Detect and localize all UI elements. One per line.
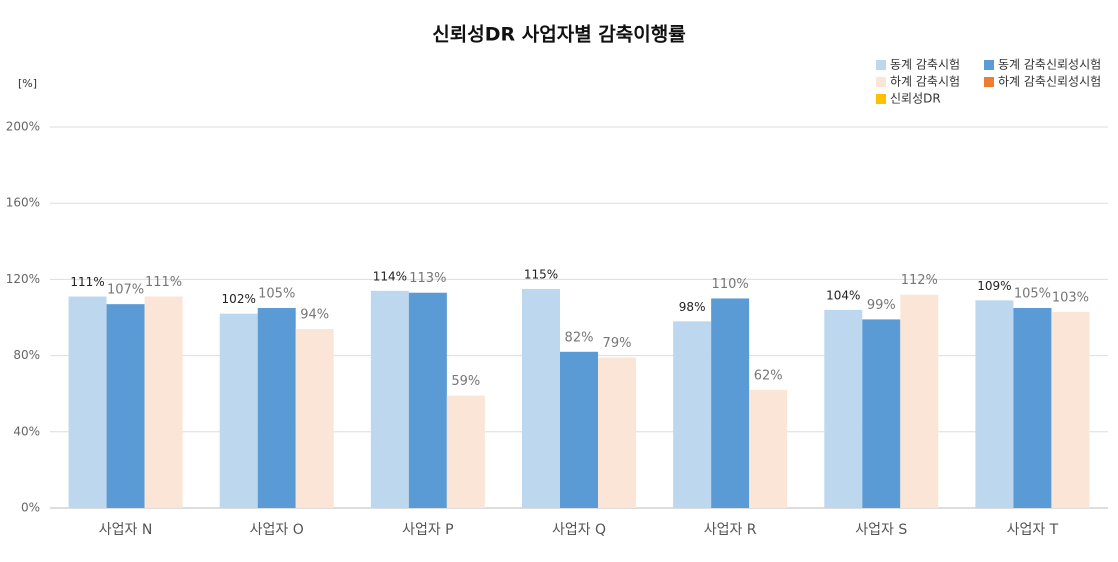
bar <box>975 300 1014 508</box>
legend-swatch <box>876 60 886 70</box>
y-tick-label: 120% <box>6 272 40 286</box>
data-label: 110% <box>712 277 749 292</box>
bar <box>824 309 863 508</box>
legend-swatch <box>984 60 994 70</box>
bar <box>106 304 145 508</box>
data-label: 79% <box>603 336 632 351</box>
legend-swatch <box>984 77 994 87</box>
data-label: 111% <box>70 275 104 289</box>
data-label: 59% <box>451 374 480 389</box>
data-label: 99% <box>867 298 896 313</box>
bar <box>219 313 258 508</box>
chart-title: 신뢰성DR 사업자별 감축이행률 <box>432 24 685 46</box>
x-tick-label: 사업자 R <box>704 522 757 538</box>
data-label: 104% <box>826 288 860 302</box>
x-tick-label: 사업자 T <box>1007 522 1059 538</box>
bar <box>711 298 750 508</box>
y-tick-label: 160% <box>6 196 40 210</box>
bar <box>68 296 107 508</box>
bar <box>1013 307 1052 508</box>
legend-label: 동계 감축신뢰성시험 <box>998 58 1101 72</box>
bar <box>257 307 296 508</box>
data-label: 115% <box>524 267 558 281</box>
data-label: 112% <box>901 273 938 288</box>
bar <box>295 328 334 508</box>
y-tick-label: 40% <box>13 424 40 438</box>
data-label: 111% <box>145 275 182 290</box>
bar <box>370 290 409 508</box>
x-tick-label: 사업자 S <box>855 522 907 538</box>
data-label: 98% <box>679 300 706 314</box>
data-label: 62% <box>754 368 783 383</box>
bar <box>598 357 636 508</box>
bar <box>408 292 447 508</box>
y-unit: [%] <box>18 77 37 90</box>
data-label: 102% <box>222 292 256 306</box>
y-tick-label: 0% <box>21 501 40 515</box>
y-tick-label: 200% <box>6 120 40 134</box>
data-label: 94% <box>300 307 329 322</box>
legend-label: 동계 감축시험 <box>890 58 960 72</box>
data-label: 113% <box>409 271 446 286</box>
x-tick-label: 사업자 N <box>99 522 153 538</box>
bar <box>900 294 939 508</box>
data-label: 105% <box>258 286 295 301</box>
bar <box>522 288 560 508</box>
bar <box>673 321 712 508</box>
legend-label: 하계 감축신뢰성시험 <box>998 75 1101 89</box>
legend-swatch <box>876 77 886 87</box>
bar <box>1051 311 1090 508</box>
legend-label: 하계 감축시험 <box>890 75 960 89</box>
x-tick-label: 사업자 P <box>402 522 454 538</box>
bar <box>446 395 485 508</box>
bar <box>144 296 183 508</box>
data-label: 103% <box>1052 290 1089 305</box>
data-label: 109% <box>977 279 1011 293</box>
legend-swatch <box>876 94 886 104</box>
bar <box>862 319 901 508</box>
y-tick-label: 80% <box>13 348 40 362</box>
data-label: 105% <box>1014 286 1051 301</box>
data-label: 82% <box>565 330 594 345</box>
x-tick-label: 사업자 O <box>250 522 304 538</box>
bar <box>560 351 598 508</box>
bar <box>749 389 788 508</box>
data-label: 114% <box>373 269 407 283</box>
data-label: 107% <box>107 283 144 298</box>
x-tick-label: 사업자 Q <box>552 522 606 538</box>
legend-label: 신뢰성DR <box>890 92 941 106</box>
